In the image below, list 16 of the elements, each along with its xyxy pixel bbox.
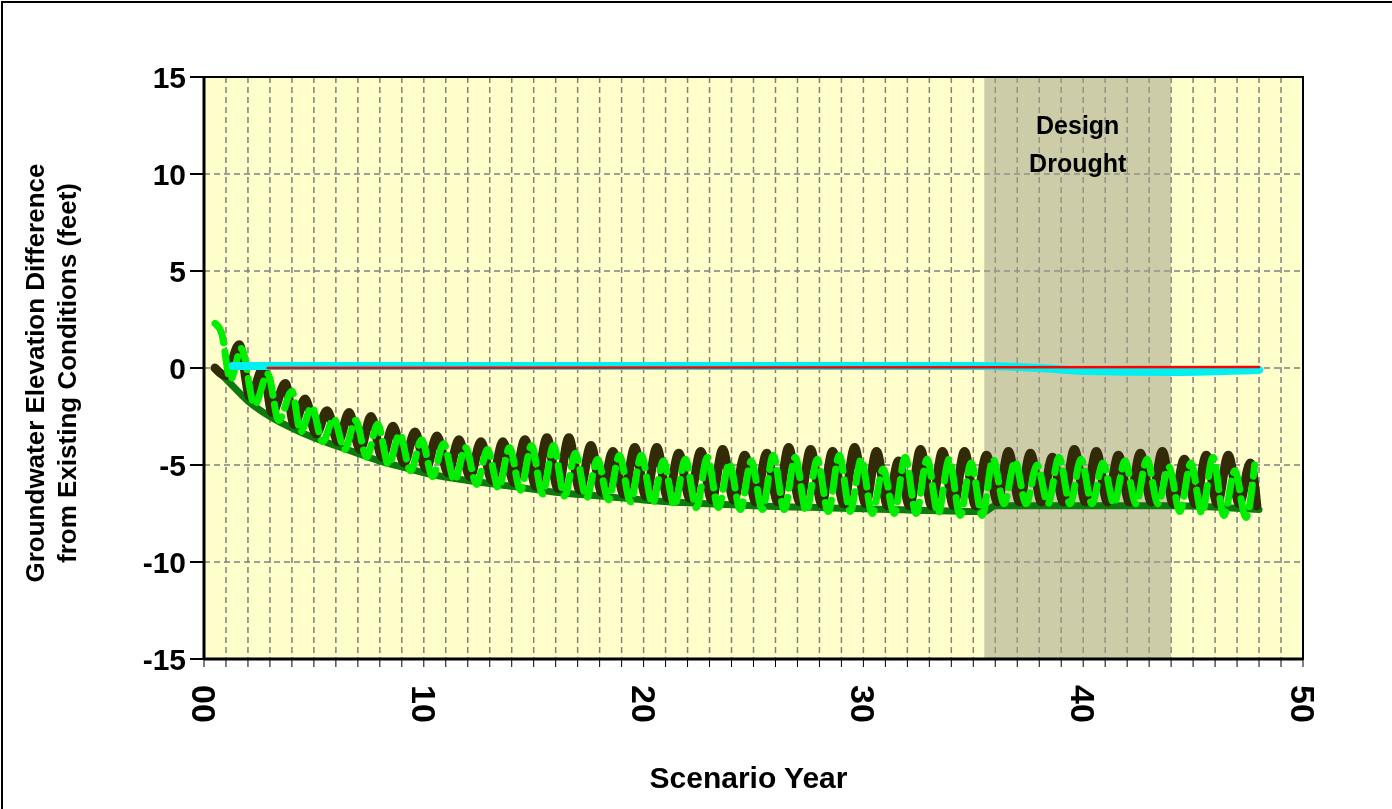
x-tick-label: 00 bbox=[185, 685, 224, 723]
x-axis-title: Scenario Year bbox=[649, 761, 848, 794]
y-tick-label: -5 bbox=[159, 448, 186, 482]
y-tick-label: -15 bbox=[142, 642, 186, 676]
x-tick-label: 40 bbox=[1064, 685, 1103, 723]
y-tick-label: -10 bbox=[142, 545, 186, 579]
x-tick-label: 30 bbox=[844, 685, 883, 723]
y-axis-title: Groundwater Elevation Difference from Existing Conditions (feet) bbox=[20, 163, 82, 583]
y-tick-label: 5 bbox=[169, 254, 186, 288]
y-tick-label: 10 bbox=[152, 157, 186, 191]
y-tick-label: 15 bbox=[152, 60, 186, 94]
x-tick-label: 50 bbox=[1284, 685, 1323, 723]
y-tick-label: 0 bbox=[169, 351, 186, 385]
band-label: Design Drought bbox=[1029, 111, 1127, 177]
x-tick-label: 10 bbox=[404, 685, 443, 723]
x-tick-label: 20 bbox=[624, 685, 663, 723]
